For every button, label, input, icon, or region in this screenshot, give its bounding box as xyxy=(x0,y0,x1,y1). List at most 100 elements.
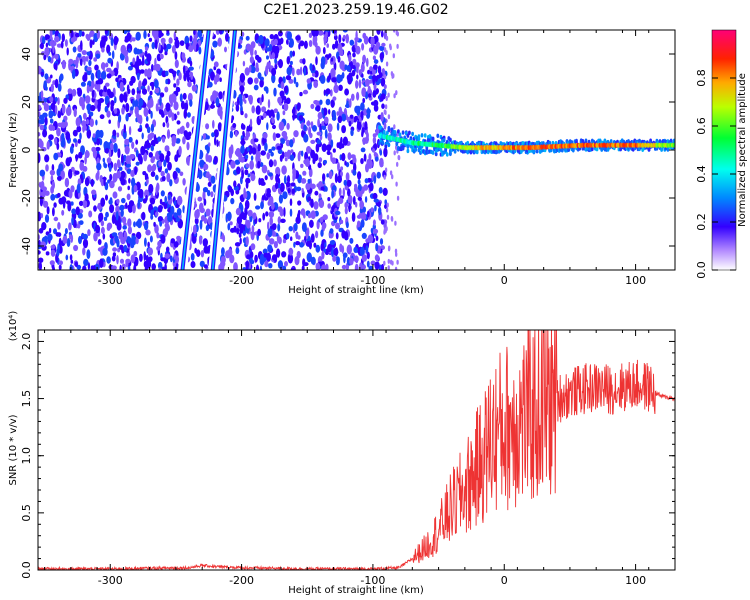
noise-speck xyxy=(298,43,301,50)
noise-speck xyxy=(71,69,76,80)
noise-speck xyxy=(100,226,105,235)
noise-speck xyxy=(210,104,215,109)
colorbar-tick-label: 0.6 xyxy=(695,117,708,135)
noise-speck xyxy=(134,99,139,109)
noise-speck xyxy=(309,132,313,139)
x-tick-label: 100 xyxy=(625,574,646,587)
noise-speck xyxy=(165,70,169,77)
noise-speck xyxy=(145,229,151,236)
noise-speck xyxy=(175,217,180,222)
noise-speck xyxy=(261,94,264,103)
noise-speck xyxy=(330,99,335,108)
noise-speck xyxy=(88,210,93,218)
noise-speck xyxy=(58,163,64,172)
noise-speck xyxy=(137,190,141,196)
noise-speck xyxy=(245,177,251,184)
noise-speck xyxy=(141,132,144,140)
noise-speck xyxy=(42,129,48,138)
noise-speck xyxy=(155,103,159,112)
noise-speck xyxy=(162,122,166,128)
noise-speck xyxy=(240,87,243,97)
noise-speck xyxy=(260,181,266,186)
noise-speck xyxy=(83,112,87,120)
noise-speck xyxy=(337,257,340,263)
noise-speck xyxy=(352,52,356,58)
noise-speck xyxy=(289,60,293,66)
noise-speck xyxy=(380,219,385,225)
noise-speck xyxy=(321,222,327,230)
noise-speck xyxy=(235,247,240,254)
noise-speck xyxy=(95,53,101,59)
noise-speck xyxy=(50,102,56,111)
noise-speck xyxy=(370,101,376,106)
noise-speck xyxy=(346,100,349,108)
noise-speck xyxy=(336,122,340,131)
noise-speck xyxy=(343,254,346,264)
noise-speck xyxy=(366,251,370,260)
noise-speck xyxy=(189,60,193,67)
noise-speck xyxy=(76,87,82,92)
noise-speck xyxy=(346,244,352,255)
noise-speck xyxy=(341,264,347,270)
noise-speck xyxy=(289,198,293,206)
noise-speck xyxy=(52,43,55,54)
noise-speck xyxy=(391,174,394,180)
noise-speck xyxy=(92,133,96,139)
noise-speck xyxy=(75,117,81,127)
x-tick-label: 0 xyxy=(501,274,508,287)
noise-speck xyxy=(48,227,52,234)
noise-speck xyxy=(248,94,253,103)
noise-speck xyxy=(38,132,41,137)
noise-speck xyxy=(56,248,60,256)
noise-speck xyxy=(267,200,271,206)
noise-speck xyxy=(217,122,222,132)
noise-speck xyxy=(349,114,354,119)
noise-speck xyxy=(335,232,339,240)
noise-speck xyxy=(158,32,164,37)
noise-speck xyxy=(123,244,128,253)
noise-speck xyxy=(373,45,379,55)
noise-speck xyxy=(271,52,276,59)
noise-speck xyxy=(290,182,296,187)
noise-speck xyxy=(150,157,155,164)
noise-speck xyxy=(133,184,138,193)
noise-speck xyxy=(381,78,385,86)
y-tick-label: 40 xyxy=(20,47,33,61)
noise-speck xyxy=(245,131,251,138)
noise-speck xyxy=(311,30,317,37)
noise-speck xyxy=(366,108,371,115)
noise-speck xyxy=(339,243,343,252)
noise-speck xyxy=(77,138,82,144)
noise-speck xyxy=(164,168,169,174)
noise-speck xyxy=(38,65,42,75)
noise-speck xyxy=(160,170,165,177)
noise-speck xyxy=(395,181,398,187)
noise-speck xyxy=(305,182,311,191)
noise-speck xyxy=(199,159,205,168)
noise-speck xyxy=(299,91,303,97)
noise-speck xyxy=(148,183,154,194)
noise-speck xyxy=(205,123,210,130)
noise-speck xyxy=(78,235,82,245)
noise-speck xyxy=(395,145,398,150)
noise-speck xyxy=(100,129,104,139)
noise-speck xyxy=(361,130,364,138)
noise-speck xyxy=(87,262,91,270)
noise-speck xyxy=(141,88,148,95)
noise-speck xyxy=(158,161,162,167)
noise-speck xyxy=(189,35,193,42)
signal-halo xyxy=(420,133,424,138)
noise-speck xyxy=(396,43,399,49)
noise-speck xyxy=(84,177,90,187)
noise-speck xyxy=(352,156,357,165)
noise-speck xyxy=(40,71,44,76)
signal-halo xyxy=(532,149,536,154)
noise-speck xyxy=(338,42,342,52)
noise-speck xyxy=(222,234,226,243)
noise-speck xyxy=(44,116,48,126)
noise-speck xyxy=(370,43,374,48)
signal-halo xyxy=(431,136,435,141)
noise-speck xyxy=(165,246,170,253)
noise-speck xyxy=(266,152,271,160)
noise-speck xyxy=(259,256,265,266)
